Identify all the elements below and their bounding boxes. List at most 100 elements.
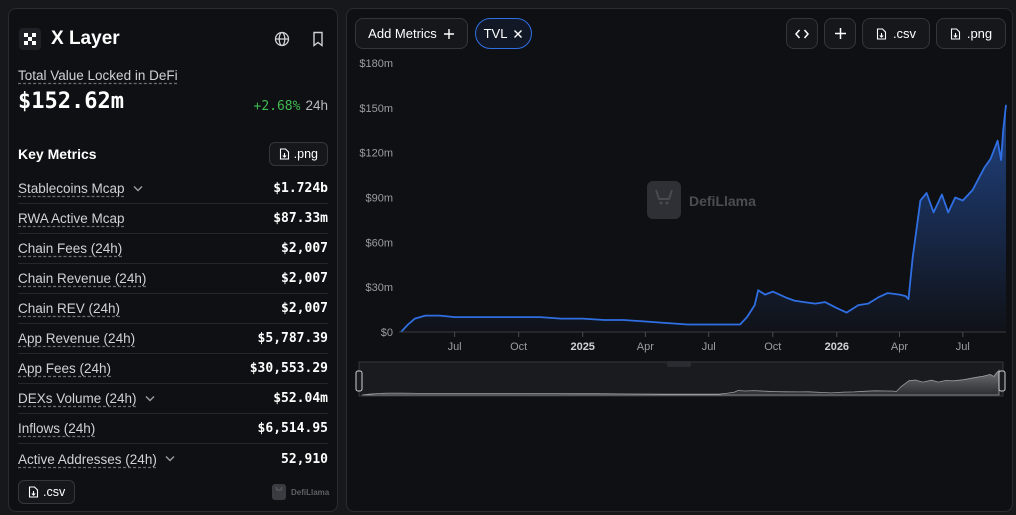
x-tick-label: Apr	[891, 341, 908, 353]
file-download-icon	[279, 148, 289, 160]
tvl-line	[400, 104, 1007, 333]
overview-panel: X Layer Total Value Locked in DeFi $152.…	[8, 8, 338, 512]
code-icon	[795, 29, 809, 38]
file-download-icon	[876, 27, 886, 40]
y-tick-label: $90m	[365, 193, 393, 205]
range-handle-left[interactable]	[355, 370, 363, 392]
chain-name: X Layer	[51, 28, 120, 49]
tvl-change-percent: +2.68%	[253, 99, 301, 114]
tvl-value: $152.62m	[18, 89, 124, 114]
bookmark-icon[interactable]	[309, 30, 327, 48]
chevron-down-icon[interactable]	[145, 393, 155, 405]
metric-label[interactable]: Stablecoins Mcap	[18, 181, 125, 196]
x-tick-label: 2025	[570, 341, 594, 353]
range-selector-area	[361, 369, 1000, 396]
tvl-chip-label: TVL	[483, 26, 508, 41]
metric-label[interactable]: DEXs Volume (24h)	[18, 391, 137, 406]
metric-row[interactable]: Inflows (24h) $6,514.95	[18, 414, 328, 444]
x-tick-label: Jul	[702, 341, 716, 353]
tvl-metric-chip[interactable]: TVL	[475, 18, 532, 49]
defillama-watermark-text: DefiLlama	[689, 193, 756, 209]
chain-header: X Layer	[19, 19, 327, 59]
metric-label[interactable]: App Revenue (24h)	[18, 331, 136, 346]
key-metrics-title: Key Metrics	[18, 146, 97, 162]
metric-row[interactable]: App Fees (24h) $30,553.29	[18, 354, 328, 384]
key-metrics-png-button[interactable]: .png	[268, 142, 328, 166]
metric-value: $52.04m	[273, 391, 328, 406]
metric-label[interactable]: Chain Revenue (24h)	[18, 271, 147, 286]
metric-label[interactable]: Chain Fees (24h)	[18, 241, 123, 256]
metric-row[interactable]: Chain REV (24h) $2,007	[18, 294, 328, 324]
metric-label[interactable]: Inflows (24h)	[18, 421, 96, 436]
y-tick-label: $180m	[359, 58, 393, 70]
metric-value: $6,514.95	[257, 421, 328, 436]
defillama-watermark-small: DefiLlama	[271, 483, 329, 501]
range-selector[interactable]	[355, 361, 1006, 397]
metric-row[interactable]: Stablecoins Mcap $1.724b	[18, 174, 328, 204]
metric-label[interactable]: RWA Active Mcap	[18, 211, 125, 226]
chevron-down-icon[interactable]	[165, 453, 175, 465]
metric-row[interactable]: Chain Fees (24h) $2,007	[18, 234, 328, 264]
chevron-down-icon[interactable]	[133, 183, 143, 195]
range-selector-track[interactable]	[358, 361, 1004, 397]
y-tick-label: $0	[381, 327, 393, 339]
key-metrics-csv-button[interactable]: .csv	[18, 480, 76, 504]
tvl-label[interactable]: Total Value Locked in DeFi	[18, 68, 178, 83]
defillama-watermark: DefiLlama	[647, 181, 756, 219]
metric-label[interactable]: Active Addresses (24h)	[18, 451, 157, 467]
file-download-icon	[950, 27, 960, 40]
add-metrics-button[interactable]: Add Metrics	[355, 18, 468, 49]
metric-value: 52,910	[281, 451, 328, 467]
metric-label[interactable]: Chain REV (24h)	[18, 301, 121, 316]
x-tick-label: Jul	[448, 341, 462, 353]
tvl-chart[interactable]: $0$30m$60m$90m$120m$150m$180m DefiLlama …	[347, 9, 1014, 513]
plus-icon	[834, 28, 846, 39]
metric-label[interactable]: App Fees (24h)	[18, 361, 112, 376]
range-drag-handle[interactable]	[667, 361, 691, 367]
y-tick-label: $150m	[359, 103, 393, 115]
close-icon[interactable]	[513, 29, 523, 39]
add-chart-button[interactable]	[824, 18, 856, 49]
plus-icon	[443, 28, 454, 39]
key-metrics-png-label: .png	[293, 147, 318, 161]
x-tick-label: Oct	[764, 341, 781, 353]
file-download-icon	[28, 486, 39, 498]
metric-value: $2,007	[281, 241, 328, 256]
metric-row[interactable]: Active Addresses (24h) 52,910	[18, 444, 328, 474]
metric-row[interactable]: Chain Revenue (24h) $2,007	[18, 264, 328, 294]
metric-value: $87.33m	[273, 211, 328, 226]
metric-value: $2,007	[281, 271, 328, 286]
metric-value: $5,787.39	[257, 331, 328, 346]
y-tick-label: $60m	[365, 237, 393, 249]
x-layer-logo-icon	[19, 28, 41, 50]
key-metrics-csv-label: .csv	[43, 485, 66, 499]
metric-value: $30,553.29	[249, 361, 328, 376]
x-axis-labels: Jul Oct 2025 Apr Jul Oct 2026 Apr Jul	[448, 332, 970, 353]
metric-row[interactable]: RWA Active Mcap $87.33m	[18, 204, 328, 234]
globe-icon[interactable]	[273, 30, 291, 48]
tvl-change: +2.68% 24h	[254, 98, 329, 114]
metric-value: $1.724b	[273, 181, 328, 196]
y-axis-labels: $0 $30m $60m $90m $120m $150m $180m	[359, 58, 393, 339]
chart-panel: Add Metrics TVL .csv .png $0 $30m $60m $90m…	[346, 8, 1013, 512]
x-tick-label: Jul	[956, 341, 970, 353]
y-tick-label: $30m	[365, 282, 393, 294]
download-png-label: .png	[966, 26, 993, 41]
download-csv-button[interactable]: .csv	[862, 18, 930, 49]
embed-button[interactable]	[786, 18, 818, 49]
tvl-change-period: 24h	[305, 98, 328, 113]
metric-value: $2,007	[281, 301, 328, 316]
x-tick-label: Apr	[637, 341, 654, 353]
download-png-button[interactable]: .png	[936, 18, 1006, 49]
metric-row[interactable]: DEXs Volume (24h) $52.04m	[18, 384, 328, 414]
y-tick-label: $120m	[359, 148, 393, 160]
metric-row[interactable]: App Revenue (24h) $5,787.39	[18, 324, 328, 354]
defillama-watermark-small-text: DefiLlama	[291, 487, 330, 497]
key-metrics-list: Stablecoins Mcap $1.724b RWA Active Mcap $8…	[18, 174, 328, 474]
x-tick-label: Oct	[510, 341, 527, 353]
add-metrics-label: Add Metrics	[368, 26, 437, 41]
download-csv-label: .csv	[892, 26, 917, 41]
x-tick-label: 2026	[825, 341, 849, 353]
range-handle-right[interactable]	[998, 370, 1006, 392]
tvl-area	[401, 104, 1006, 332]
